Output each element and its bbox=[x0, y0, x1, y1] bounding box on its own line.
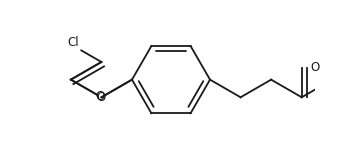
Text: O: O bbox=[96, 90, 105, 103]
Text: Cl: Cl bbox=[68, 36, 79, 49]
Text: O: O bbox=[97, 91, 106, 104]
Text: O: O bbox=[311, 61, 320, 74]
